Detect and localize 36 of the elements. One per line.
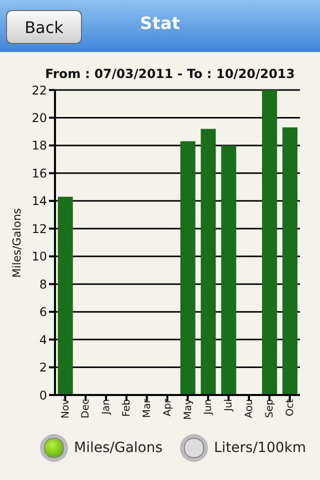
x-tick-label: Jun (203, 399, 214, 416)
x-tick-label: Mar (142, 398, 153, 418)
bar (200, 128, 216, 395)
y-tick-label: 12 (32, 222, 47, 236)
x-tick-label: Feb (122, 399, 133, 417)
x-tick-label: Sep (264, 399, 276, 418)
x-tick-label: Nov (60, 398, 72, 419)
bar (282, 127, 298, 395)
bar (221, 145, 236, 395)
y-tick-label: 0 (39, 388, 47, 402)
y-tick-label: 6 (39, 305, 47, 320)
y-axis-title: Miles/Galons (10, 208, 24, 278)
chart-subtitle: From : 07/03/2011 - To : 10/20/2013 (44, 66, 296, 81)
bar (262, 90, 278, 395)
y-tick-label: 16 (32, 166, 47, 180)
y-tick-label: 2 (39, 360, 47, 375)
bar (58, 196, 73, 395)
text: Back (6, 10, 82, 44)
bar (180, 141, 196, 395)
chart-title: Stat (139, 14, 181, 34)
text: Liters/100km (214, 440, 306, 456)
x-tick-label: Jul (224, 399, 235, 412)
y-tick-label: 10 (32, 250, 47, 264)
y-tick-label: 18 (32, 138, 47, 153)
y-tick-label: 4 (39, 332, 47, 347)
y-tick-label: 14 (32, 194, 47, 208)
text: Miles/Galons (74, 440, 163, 456)
x-tick-label: Dec (80, 399, 92, 418)
y-tick-label: 22 (32, 83, 47, 98)
x-tick-label: Jan (101, 399, 112, 416)
x-tick-label: May (182, 398, 194, 420)
y-tick-label: 8 (39, 277, 47, 292)
x-tick-label: Aou (244, 399, 256, 418)
x-tick-label: Apr (162, 398, 174, 416)
y-tick-label: 20 (32, 110, 47, 125)
x-tick-label: Oct (284, 398, 296, 416)
